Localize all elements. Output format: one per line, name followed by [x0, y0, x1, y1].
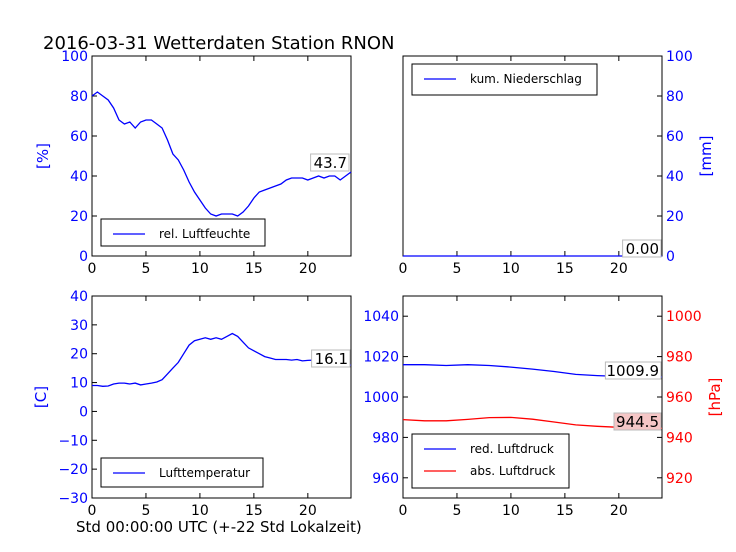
legend-4: red. Luftdruck abs. Luftdruck — [411, 433, 570, 489]
x-tick-label: 10 — [502, 261, 520, 277]
y-tick-label: −20 — [58, 462, 88, 478]
value-label-red-luftdruck: 1009.9 — [607, 362, 660, 380]
y-tick-label: 1000 — [666, 309, 702, 325]
y-tick-label: 0 — [79, 404, 88, 420]
value-label-abs-luftdruck: 944.5 — [616, 413, 659, 431]
x-tick-label: 15 — [556, 261, 574, 277]
y-tick-label: 1020 — [363, 350, 399, 366]
y-tick-label: 960 — [372, 471, 399, 487]
value-label-red-luftdruck-box — [604, 361, 662, 380]
x-tick-label: 5 — [141, 261, 150, 277]
x-tick-label: 5 — [452, 261, 461, 277]
y-tick-label: 40 — [70, 289, 88, 305]
legend-entry: abs. Luftdruck — [470, 464, 555, 478]
value-label-precipitation-box — [622, 239, 662, 258]
x-tick-label: 0 — [88, 261, 97, 277]
legend-entry: red. Luftdruck — [470, 442, 554, 456]
legend-1: rel. Luftfeuchte — [100, 218, 266, 247]
value-label-temperature: 16.1 — [315, 350, 348, 368]
plot-frame-3 — [91, 295, 352, 499]
x-tick-label: 15 — [245, 503, 263, 519]
x-tick-label: 20 — [610, 261, 628, 277]
y-axis-label-precipitation: [mm] — [697, 136, 715, 177]
legend-entry: Lufttemperatur — [159, 466, 250, 480]
plot-frame-1 — [91, 55, 352, 257]
y-tick-label: 980 — [372, 430, 399, 446]
x-tick-label: 20 — [299, 261, 317, 277]
y-tick-label: 960 — [666, 390, 693, 406]
x-tick-label: 10 — [502, 503, 520, 519]
y-axis-label-pressure: [hPa] — [706, 378, 724, 417]
legend-entry: kum. Niederschlag — [470, 72, 582, 86]
y-tick-label: 60 — [70, 129, 88, 145]
x-tick-label: 0 — [88, 503, 97, 519]
value-label-precipitation: 0.00 — [626, 240, 659, 258]
value-label-temperature-box — [311, 349, 351, 368]
footer-x-label: Std 00:00:00 UTC (+-22 Std Lokalzeit) — [76, 518, 362, 536]
y-tick-label: 100 — [666, 49, 693, 65]
y-axis-label-humidity: [%] — [34, 143, 52, 169]
x-tick-label: 20 — [299, 503, 317, 519]
y-tick-label: 940 — [666, 430, 693, 446]
value-label-humidity: 43.7 — [314, 154, 347, 172]
y-tick-label: 80 — [70, 89, 88, 105]
y-tick-label: 10 — [70, 376, 88, 392]
y-tick-label: 20 — [70, 209, 88, 225]
y-tick-label: 30 — [70, 318, 88, 334]
legend-3: Lufttemperatur — [100, 457, 264, 488]
y-tick-label: 80 — [666, 89, 684, 105]
x-tick-label: 20 — [610, 503, 628, 519]
y-tick-label: −30 — [58, 491, 88, 507]
y-tick-label: 60 — [666, 129, 684, 145]
y-axis-label-temperature: [C] — [32, 386, 50, 408]
legend-box — [411, 433, 570, 489]
y-tick-label: 40 — [666, 169, 684, 185]
legend-entry: rel. Luftfeuchte — [159, 227, 250, 241]
x-tick-label: 0 — [399, 503, 408, 519]
y-tick-label: 0 — [79, 249, 88, 265]
y-tick-label: 20 — [666, 209, 684, 225]
series-line-rel-luftfeuchte — [91, 91, 352, 217]
y-tick-label: 1040 — [363, 309, 399, 325]
x-tick-label: 0 — [399, 261, 408, 277]
x-tick-label: 15 — [245, 261, 263, 277]
y-tick-label: 20 — [70, 347, 88, 363]
value-label-humidity-box — [310, 153, 350, 172]
y-tick-label: 920 — [666, 471, 693, 487]
y-tick-label: −10 — [58, 433, 88, 449]
series-line-lufttemperatur — [92, 332, 352, 387]
x-tick-label: 15 — [556, 503, 574, 519]
x-tick-label: 5 — [452, 503, 461, 519]
y-tick-label: 40 — [70, 169, 88, 185]
y-tick-label: 0 — [666, 249, 675, 265]
y-tick-label: 1000 — [363, 390, 399, 406]
legend-box — [100, 218, 266, 247]
y-tick-label: 980 — [666, 350, 693, 366]
value-label-abs-luftdruck-box — [613, 412, 662, 431]
legend-2: kum. Niederschlag — [411, 63, 598, 96]
x-tick-label: 10 — [191, 503, 209, 519]
y-tick-label: 100 — [61, 49, 88, 65]
x-tick-label: 10 — [191, 261, 209, 277]
figure-title: 2016-03-31 Wetterdaten Station RNON — [43, 33, 394, 54]
x-tick-label: 5 — [141, 503, 150, 519]
